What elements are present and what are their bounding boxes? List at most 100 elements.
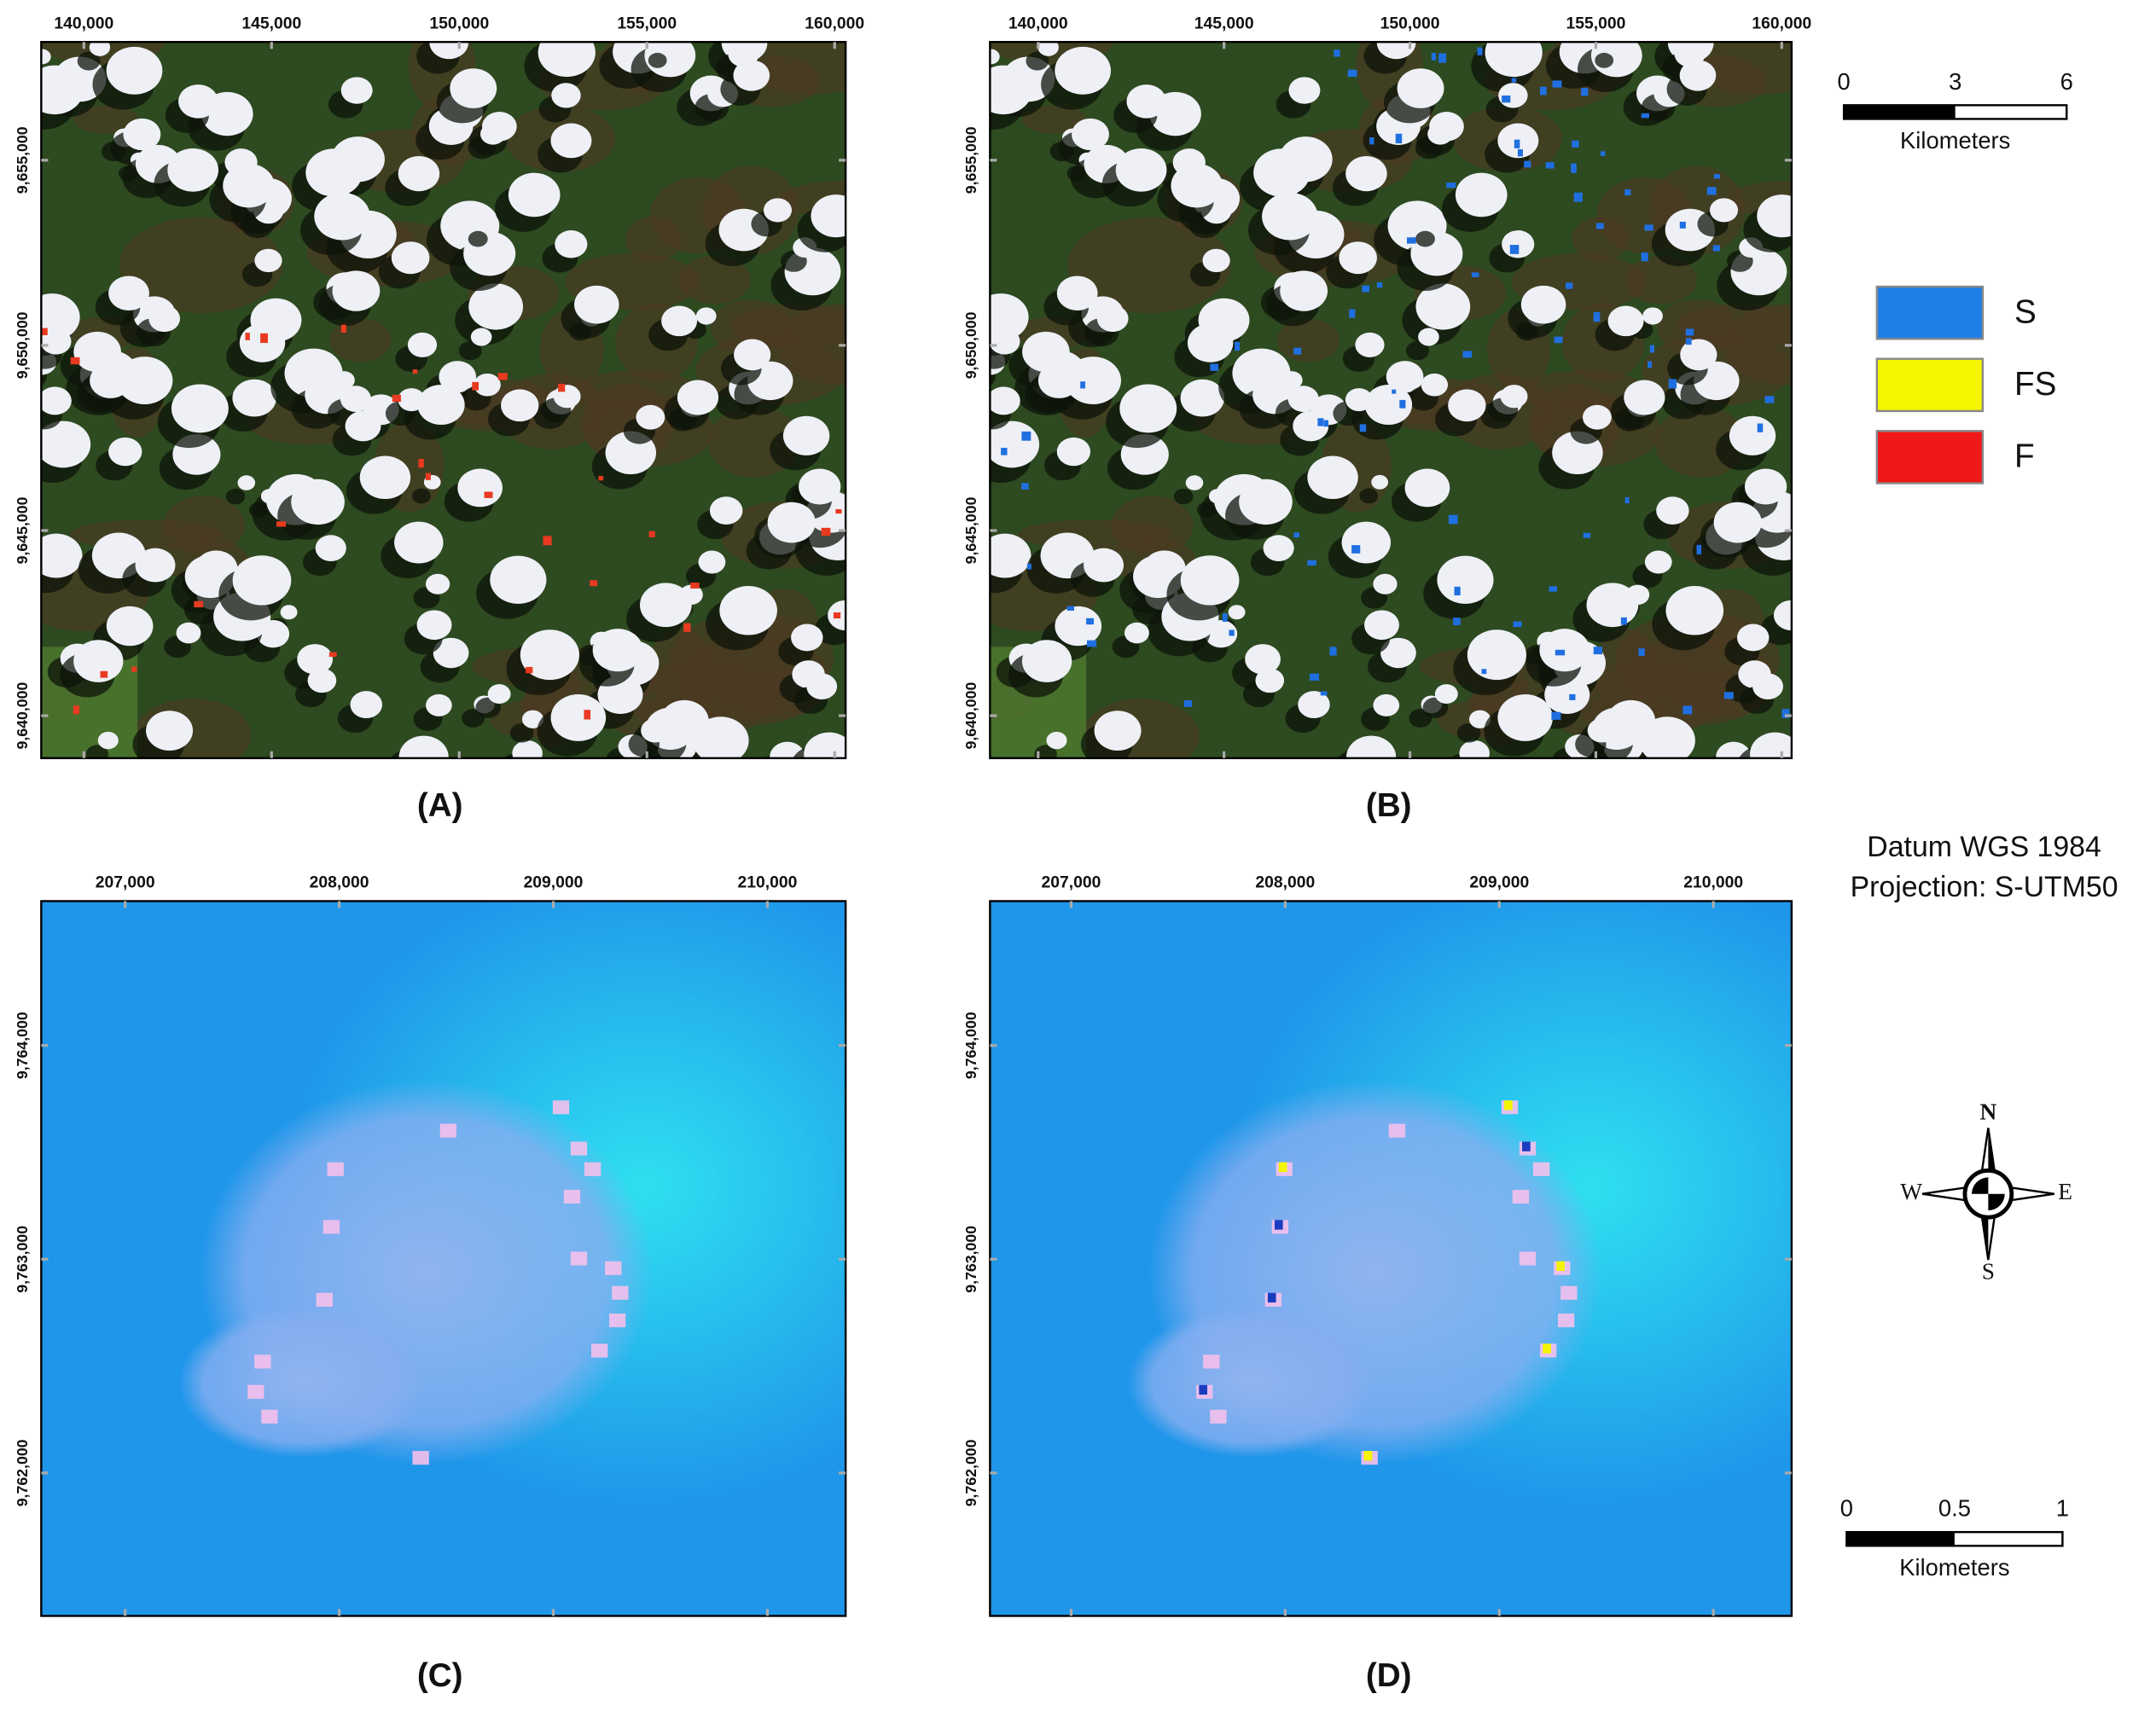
pink-pixel (1519, 1251, 1537, 1266)
cloud (1056, 276, 1098, 311)
cloud (315, 535, 346, 562)
cloud-shadow (77, 51, 101, 71)
hotspot-pixel (1066, 606, 1075, 611)
hotspot-pixel (543, 536, 552, 546)
cloud-shadow (1197, 502, 1217, 518)
pink-pixel (323, 1220, 340, 1234)
scale-tick-label: 6 (2060, 68, 2073, 95)
cloud (1339, 241, 1378, 275)
cloud (811, 194, 846, 238)
cloud (1373, 693, 1400, 716)
cloud (660, 42, 677, 55)
cloud (1037, 363, 1080, 398)
compass-west: W (1900, 1179, 1922, 1204)
hotspot-pixel (260, 333, 268, 344)
cloud (490, 555, 547, 604)
cloud (307, 668, 337, 693)
hotspot-pixel (1679, 221, 1686, 229)
cloud (280, 605, 298, 620)
hotspot-pixel (1572, 140, 1579, 148)
cloud (407, 332, 438, 357)
cloud (1386, 361, 1424, 393)
map-imagery (41, 901, 846, 1616)
panel-label: (A) (417, 787, 463, 824)
pink-pixel (552, 1100, 570, 1115)
cloud (1642, 307, 1663, 325)
hotspot-pixel (1571, 163, 1577, 173)
hotspot-pixel (1641, 113, 1649, 119)
scale-unit: Kilometers (1899, 1554, 2009, 1581)
cloud-shadow (1710, 754, 1735, 758)
hotspot-pixel (1471, 272, 1479, 277)
hotspot-pixel (1183, 700, 1193, 707)
cloud (41, 49, 51, 65)
x-tick-label: 160,000 (1752, 15, 1811, 32)
cloud (1096, 305, 1129, 333)
hotspot-pixel (590, 580, 598, 587)
cloud (479, 218, 498, 233)
hotspot-pixel (1359, 424, 1367, 432)
cloud (108, 276, 149, 311)
hotspot-pixel (1565, 282, 1573, 289)
cloud (1371, 474, 1389, 490)
cloud (1346, 735, 1397, 758)
cloud (1046, 731, 1067, 750)
y-tick-label: 9,640,000 (14, 682, 31, 749)
cloud (426, 693, 452, 716)
hotspot-pixel (1392, 389, 1397, 394)
cloud (1587, 718, 1616, 743)
cloud (391, 241, 430, 275)
hotspot-pixel (1021, 483, 1029, 490)
scale-bar-black (1846, 1532, 1955, 1546)
compass-rose: N S W E (1900, 1099, 2072, 1285)
cloud (1750, 732, 1792, 758)
hotspot-pixel (1086, 640, 1097, 647)
cloud-shadow (1415, 230, 1435, 247)
cloud (232, 379, 276, 417)
cloud (709, 496, 743, 525)
cloud (1037, 42, 1059, 56)
cloud (1126, 84, 1166, 119)
cloud (1171, 163, 1223, 208)
compass-south: S (1982, 1258, 1995, 1284)
cloud (719, 586, 777, 635)
cloud (1055, 46, 1112, 95)
legend-swatch (1875, 285, 1985, 340)
cloud (520, 629, 579, 681)
hotspot-pixel (1552, 80, 1562, 88)
cloud (553, 385, 581, 409)
cloud (237, 475, 256, 490)
cloud (1094, 711, 1142, 751)
cloud (1355, 332, 1385, 357)
cloud-shadow (1173, 488, 1194, 505)
compass-quarter (1988, 1193, 2005, 1211)
hotspot-pixel (1713, 174, 1721, 179)
cloud (1757, 194, 1792, 238)
projection: Projection: S-UTM50 (1851, 871, 2118, 903)
legend-label: S (2014, 294, 2037, 331)
hotspot-pixel (1573, 192, 1583, 202)
pink-pixel (261, 1409, 278, 1424)
cloud (990, 49, 1000, 65)
hotspot-pixel (1309, 673, 1320, 681)
cloud (1255, 668, 1285, 693)
cloud (763, 198, 793, 223)
cloud (254, 248, 282, 273)
hotspot-pixel (821, 527, 831, 537)
cloud (1710, 198, 1739, 223)
cloud-shadow (970, 62, 990, 78)
cloud (116, 357, 173, 404)
pink-pixel (327, 1162, 344, 1176)
cloud (551, 83, 581, 108)
cloud (640, 583, 692, 628)
hotspot-pixel (683, 623, 691, 632)
hotspot-pixel (1502, 95, 1511, 103)
cloud-shadow (1359, 488, 1379, 504)
cloud (487, 684, 511, 705)
hotspot-pixel (1549, 586, 1558, 592)
scale-tick-label: 0 (1840, 1495, 1853, 1522)
cloud (791, 624, 823, 652)
hotspot-pixel (41, 328, 48, 335)
y-tick-label: 9,764,000 (962, 1012, 979, 1079)
